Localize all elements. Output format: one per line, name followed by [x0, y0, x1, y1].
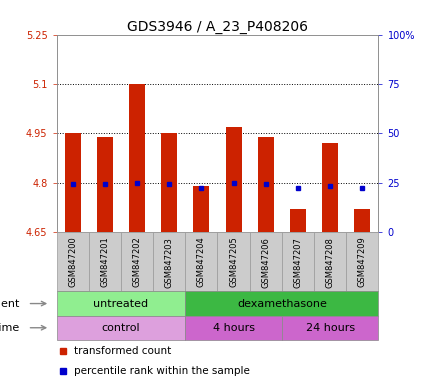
Bar	[121, 232, 153, 291]
Bar	[65, 133, 81, 232]
Text: untreated: untreated	[93, 298, 148, 309]
Bar	[56, 291, 185, 316]
Bar	[249, 232, 281, 291]
Text: GSM847204: GSM847204	[197, 237, 205, 288]
Bar	[56, 316, 185, 340]
Text: GSM847200: GSM847200	[68, 237, 77, 288]
Bar	[345, 232, 378, 291]
Bar	[225, 127, 241, 232]
Text: GSM847205: GSM847205	[229, 237, 237, 288]
Bar	[185, 232, 217, 291]
Text: transformed count: transformed count	[74, 346, 171, 356]
Text: GSM847206: GSM847206	[261, 237, 270, 288]
Text: 4 hours: 4 hours	[212, 323, 254, 333]
Text: GSM847203: GSM847203	[164, 237, 173, 288]
Bar	[289, 209, 305, 232]
Bar	[193, 186, 209, 232]
Bar	[185, 291, 378, 316]
Bar	[217, 232, 249, 291]
Bar	[321, 143, 338, 232]
Text: percentile rank within the sample: percentile rank within the sample	[74, 366, 250, 376]
Bar	[353, 209, 369, 232]
Bar	[257, 137, 273, 232]
Text: dexamethasone: dexamethasone	[237, 298, 326, 309]
Bar	[185, 316, 281, 340]
Bar	[281, 232, 313, 291]
Text: GSM847208: GSM847208	[325, 237, 334, 288]
Title: GDS3946 / A_23_P408206: GDS3946 / A_23_P408206	[127, 20, 307, 33]
Text: GSM847209: GSM847209	[357, 237, 366, 288]
Text: 24 hours: 24 hours	[305, 323, 354, 333]
Bar	[56, 232, 89, 291]
Text: time: time	[0, 323, 20, 333]
Text: control: control	[102, 323, 140, 333]
Text: agent: agent	[0, 298, 20, 309]
Text: GSM847207: GSM847207	[293, 237, 302, 288]
Bar	[161, 133, 177, 232]
Text: GSM847202: GSM847202	[132, 237, 141, 288]
Bar	[281, 316, 378, 340]
Bar	[89, 232, 121, 291]
Bar	[153, 232, 185, 291]
Bar	[128, 84, 145, 232]
Bar	[97, 137, 113, 232]
Text: GSM847201: GSM847201	[100, 237, 109, 288]
Bar	[313, 232, 345, 291]
